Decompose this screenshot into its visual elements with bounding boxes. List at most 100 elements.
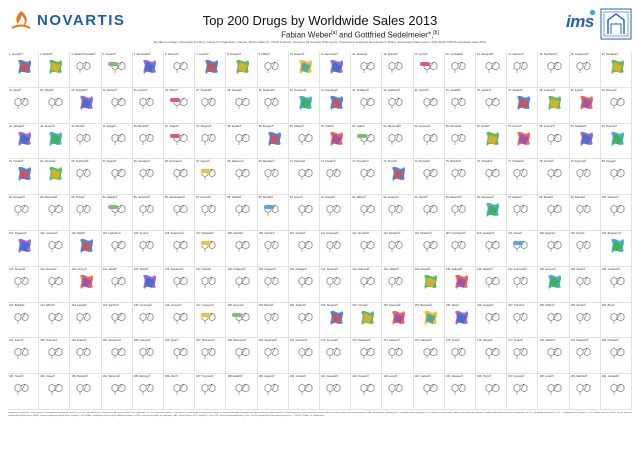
chemical-structure-icon — [485, 169, 500, 181]
chemical-structure-icon — [48, 240, 63, 252]
drug-name-label: 129. Onglyza® — [258, 267, 276, 271]
chemical-structure-icon — [264, 312, 278, 324]
chemical-structure-icon — [111, 240, 125, 252]
drug-name-label: 182. Coreg® — [40, 375, 55, 379]
protein-ribbon-icon — [579, 131, 593, 146]
poster-header: NOVARTIS Top 200 Drugs by Worldwide Sale… — [0, 0, 638, 44]
drug-name-label: 96. Zostavax® — [477, 196, 494, 200]
chemical-structure-icon — [423, 204, 437, 217]
drug-cell: 50. Afinitor® — [288, 123, 320, 160]
drug-name-label: 169. Veramyst® — [258, 339, 278, 343]
drug-name-label: 72. Premarin® — [352, 160, 369, 164]
drug-cell: 21. Zetia® — [8, 87, 40, 124]
protein-ribbon-icon — [49, 131, 63, 146]
chemical-structure-icon — [360, 61, 375, 73]
protein-ribbon-icon — [579, 95, 593, 110]
drug-cell: 100. Ranexa® — [600, 195, 632, 231]
drug-cell: 61. Tysabri® — [8, 159, 40, 196]
drug-cell: 85. Janumet® — [132, 195, 164, 231]
drug-cell: 155. Ilaris® — [444, 302, 476, 339]
drug-cell: 192. Teveten® — [351, 374, 383, 410]
chemical-structure-icon — [548, 133, 562, 145]
drug-cell: 175. Xyzal® — [444, 338, 476, 375]
drug-cell: 126. Kalydeco® — [164, 266, 196, 303]
drug-name-label: 155. Ilaris® — [445, 303, 459, 307]
protein-ribbon-icon — [517, 95, 531, 110]
drug-cell: 181. Toprol® — [8, 374, 40, 410]
drug-name-label: 124. Jakafi® — [102, 267, 118, 271]
drug-name-label: 198. Livalo® — [539, 375, 554, 379]
protein-ribbon-icon — [298, 59, 312, 74]
drug-name-label: 138. Gazyva® — [539, 267, 556, 271]
drug-cell: 67. Xgeva® — [195, 159, 227, 196]
drug-name-label: 163. Dulera® — [71, 339, 87, 343]
chemical-structure-icon — [14, 383, 29, 396]
drug-cell: 148. Qsymia® — [226, 302, 258, 339]
drug-name-label: 126. Kalydeco® — [165, 267, 184, 271]
drug-cell: 80. Invega® — [600, 159, 632, 196]
chemical-structure-icon — [201, 133, 216, 145]
drug-name-label: 145. Fycompa® — [133, 303, 153, 307]
drug-cell: 4. Crestor® — [101, 52, 133, 88]
chemical-structure-icon — [326, 383, 341, 396]
drug-name-label: 88. Stribild® — [227, 196, 242, 200]
drug-cell: 184. Tekturna® — [101, 374, 133, 410]
drug-cell: 83. Pristiq® — [70, 195, 102, 231]
drug-cell: 15. Cymbalta® — [444, 52, 476, 88]
drug-cell: 47. Tasigna® — [195, 123, 227, 160]
affiliation-b: [b] — [433, 30, 439, 36]
protein-ribbon-icon — [610, 59, 624, 74]
drug-cell: 98. Byetta® — [538, 195, 570, 231]
drug-cell: 73. Procrit® — [382, 159, 414, 196]
drug-name-label: 117. Actos® — [508, 231, 523, 235]
chemical-structure-icon — [298, 383, 313, 396]
drug-name-label: 42. Avonex® — [40, 124, 55, 128]
drug-cell: 180. Flonase® — [600, 338, 632, 375]
chemical-structure-icon — [451, 240, 466, 252]
tablet-icon — [170, 97, 180, 102]
drug-cell: 65. Sensipar® — [132, 159, 164, 196]
protein-ribbon-icon — [18, 167, 31, 182]
drug-name-label: 171. Dymista® — [321, 339, 339, 343]
drug-name-label: 5. Remicade® — [133, 53, 151, 56]
drug-name-label: 181. Toprol® — [9, 375, 24, 379]
chemical-structure-icon — [298, 312, 313, 324]
tablet-icon — [201, 169, 212, 174]
chemical-structure-icon — [513, 61, 528, 73]
chemical-structure-icon — [451, 133, 466, 145]
drug-cell: 88. Stribild® — [226, 195, 258, 231]
chemical-structure-icon — [513, 276, 528, 288]
drug-name-label: 27. Truvada® — [196, 88, 212, 92]
drug-name-label: 2. Enbrel® — [40, 53, 53, 56]
drug-cell: 127. Xtandi® — [195, 266, 227, 303]
drug-name-label: 199. Welchol® — [570, 375, 588, 379]
drug-name-label: 54. Vyvanse® — [414, 124, 431, 128]
drug-cell: 7. Lantus® — [195, 52, 227, 88]
drug-name-label: 41. Velcade® — [9, 124, 25, 128]
chemical-structure-icon — [451, 61, 466, 73]
protein-ribbon-icon — [486, 203, 499, 218]
drug-cell: 178. Claritin® — [538, 338, 570, 375]
chemical-structure-icon — [236, 133, 250, 145]
chemical-structure-icon — [576, 312, 590, 324]
chemical-structure-icon — [236, 240, 250, 252]
drug-grid: 1. Humira® / ... 2. Enbrel® 3. Advair®/Ser… — [8, 52, 632, 410]
drug-name-label: 1. Humira® / ... — [9, 53, 27, 56]
drug-cell: 153. Actemra® — [382, 302, 414, 339]
drug-cell: 128. Tradjenta® — [226, 266, 258, 303]
drug-name-label: 183. Bystolic® — [71, 375, 89, 379]
chemical-structure-icon — [326, 348, 341, 360]
drug-cell: 69. Reyataz® — [257, 159, 289, 196]
drug-name-label: 195. Niaspan® — [445, 375, 463, 379]
tablet-icon — [107, 62, 118, 66]
drug-name-label: 141. Brilinta® — [9, 303, 25, 307]
chemical-structure-icon — [326, 204, 341, 217]
drug-name-label: 159. Seebri® — [570, 303, 586, 307]
chemical-structure-icon — [236, 312, 250, 324]
drug-cell: 154. Benlysta® — [413, 302, 445, 339]
chemical-structure-icon — [389, 383, 403, 396]
drug-name-label: 161. Anoro® — [9, 339, 24, 343]
chemical-structure-icon — [389, 348, 403, 360]
chemical-structure-icon — [111, 204, 125, 217]
protein-ribbon-icon — [236, 59, 250, 74]
